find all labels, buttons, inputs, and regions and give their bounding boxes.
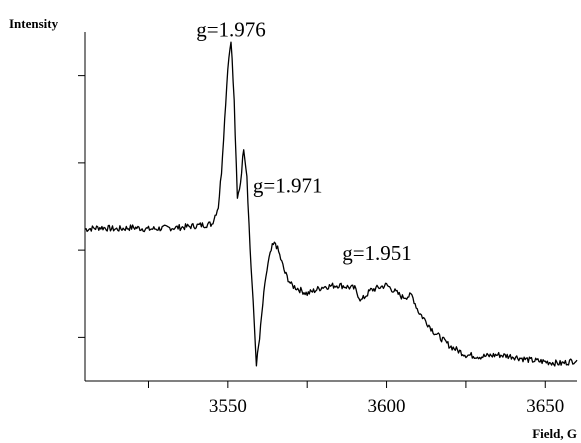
y-axis-ticks xyxy=(78,75,85,338)
g-value-label: g=1.971 xyxy=(253,174,323,198)
g-value-label: g=1.951 xyxy=(342,241,412,265)
g-value-label: g=1.976 xyxy=(196,17,266,41)
x-tick-label: 3600 xyxy=(368,396,406,417)
x-tick-label: 3650 xyxy=(526,396,564,417)
x-axis-title: Field, G xyxy=(532,426,577,441)
y-axis-title: Intensity xyxy=(9,16,59,31)
spectrum-line xyxy=(84,41,578,367)
g-value-annotations: g=1.976 g=1.971 g=1.951 xyxy=(196,17,412,264)
x-axis-ticks: 3550 3600 3650 xyxy=(147,381,564,417)
x-tick-label: 3550 xyxy=(209,396,247,417)
